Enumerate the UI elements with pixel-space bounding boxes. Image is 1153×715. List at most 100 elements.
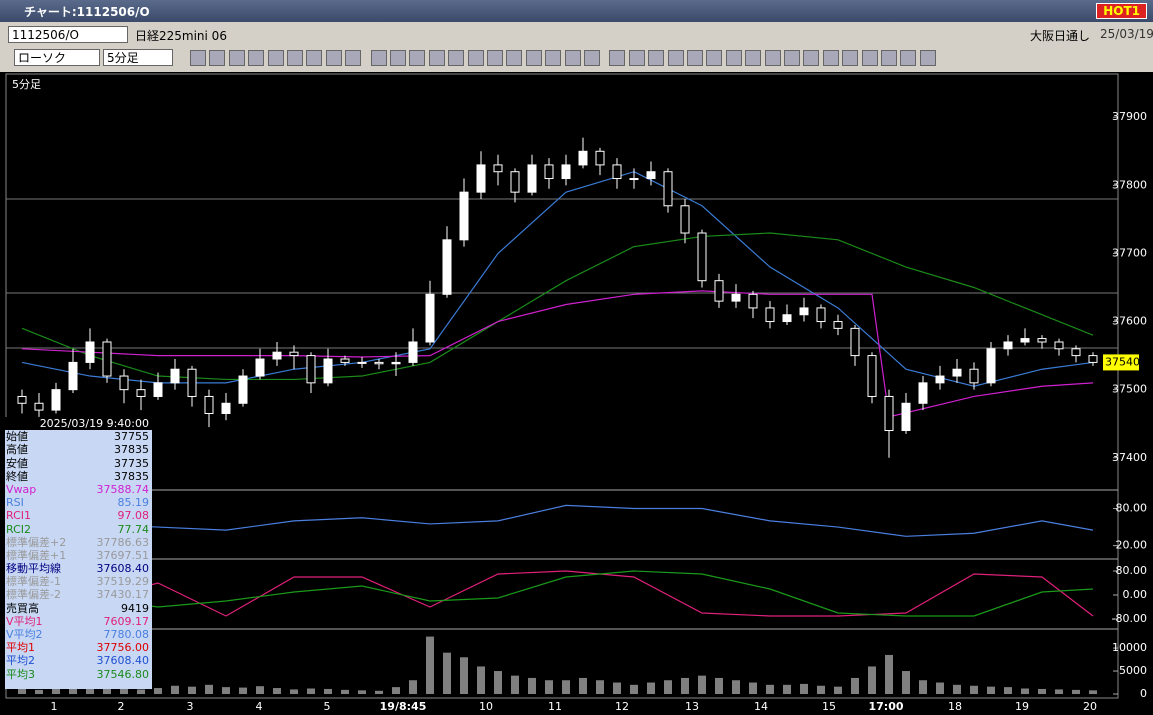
candle-body bbox=[1003, 341, 1013, 350]
interval-select[interactable]: 5分足 bbox=[103, 49, 173, 66]
tool-button[interactable] bbox=[803, 50, 820, 66]
tool-button[interactable] bbox=[881, 50, 897, 66]
candle-body bbox=[17, 395, 27, 404]
tool-button[interactable] bbox=[919, 50, 936, 66]
tool-button[interactable] bbox=[409, 50, 426, 66]
info-label: 平均3 bbox=[6, 667, 35, 681]
candle-body bbox=[1020, 338, 1030, 343]
candle-body bbox=[1088, 355, 1098, 363]
info-value: 9419 bbox=[121, 601, 149, 615]
candle-body bbox=[323, 358, 333, 384]
tool-button[interactable] bbox=[467, 50, 484, 66]
volume-bar bbox=[120, 688, 128, 695]
volume-bar bbox=[494, 671, 502, 695]
candle-body bbox=[969, 368, 979, 384]
tool-button[interactable] bbox=[428, 50, 445, 66]
tool-button[interactable] bbox=[370, 50, 387, 66]
volume-bar bbox=[528, 677, 536, 695]
volume-bar bbox=[681, 677, 689, 695]
candle-body bbox=[374, 361, 384, 365]
indicator-line bbox=[21, 570, 1094, 617]
volume-bar bbox=[52, 687, 60, 695]
tool-button[interactable] bbox=[842, 50, 859, 66]
tool-button[interactable] bbox=[609, 50, 626, 66]
symbol-input[interactable]: 1112506/O bbox=[8, 26, 128, 43]
tool-button[interactable] bbox=[900, 50, 917, 66]
volume-bar bbox=[885, 654, 893, 695]
volume-bar bbox=[817, 685, 825, 695]
tool-button[interactable] bbox=[448, 50, 465, 66]
tool-button[interactable] bbox=[861, 50, 878, 66]
tool-button[interactable] bbox=[345, 50, 362, 66]
tool-button[interactable] bbox=[525, 50, 542, 66]
volume-bar bbox=[239, 687, 247, 695]
info-row: 終値 37835 bbox=[5, 470, 152, 483]
tool-button[interactable] bbox=[267, 50, 284, 66]
tool-button[interactable] bbox=[784, 50, 800, 66]
tool-button[interactable] bbox=[628, 50, 645, 66]
candle-body bbox=[799, 307, 809, 316]
x-tick-label: 19 bbox=[1015, 700, 1029, 713]
tool-button[interactable] bbox=[306, 50, 323, 66]
tool-button[interactable] bbox=[725, 50, 742, 66]
chart-type-select[interactable]: ローソク bbox=[14, 49, 100, 66]
x-tick-label: 20 bbox=[1083, 700, 1097, 713]
info-row: 標準偏差-2 37430.17 bbox=[5, 588, 152, 601]
volume-bar bbox=[324, 688, 332, 695]
tool-button[interactable] bbox=[667, 50, 684, 66]
tool-button[interactable] bbox=[648, 50, 665, 66]
info-label: 始値 bbox=[6, 430, 28, 444]
candle-body bbox=[1071, 348, 1081, 357]
volume-bar bbox=[987, 686, 995, 695]
info-row: 始値 37755 bbox=[5, 430, 152, 443]
tool-button[interactable] bbox=[325, 50, 342, 66]
info-row: 標準偏差+1 37697.51 bbox=[5, 549, 152, 562]
tool-button[interactable] bbox=[764, 50, 781, 66]
candle-body bbox=[204, 395, 214, 414]
tool-button[interactable] bbox=[287, 50, 303, 66]
tool-button[interactable] bbox=[190, 50, 206, 66]
tool-button[interactable] bbox=[745, 50, 762, 66]
candle-body bbox=[731, 293, 741, 302]
candle-body bbox=[1037, 338, 1047, 343]
symbol-name: 日経225mini 06 bbox=[135, 29, 227, 43]
candle-body bbox=[119, 375, 129, 391]
y-tick-label: 37800 bbox=[1112, 178, 1147, 191]
candle-body bbox=[51, 389, 61, 411]
volume-bar bbox=[732, 680, 740, 695]
price-tag-label: 37540 bbox=[1105, 355, 1140, 368]
tool-button[interactable] bbox=[545, 50, 562, 66]
info-row: 移動平均線 37608.40 bbox=[5, 562, 152, 575]
tool-button[interactable] bbox=[506, 50, 523, 66]
volume-bar bbox=[698, 675, 706, 695]
panel-label: 5分足 bbox=[12, 78, 41, 91]
tool-button[interactable] bbox=[209, 50, 226, 66]
tool-button[interactable] bbox=[487, 50, 503, 66]
info-label: 標準偏差+2 bbox=[6, 535, 67, 549]
tool-button[interactable] bbox=[564, 50, 581, 66]
tool-button[interactable] bbox=[706, 50, 723, 66]
candle-body bbox=[459, 191, 469, 241]
tool-button[interactable] bbox=[390, 50, 406, 66]
tool-button[interactable] bbox=[584, 50, 600, 66]
info-label: 標準偏差+1 bbox=[6, 548, 67, 562]
chart-bg bbox=[0, 72, 1153, 715]
tool-button[interactable] bbox=[687, 50, 703, 66]
tool-button[interactable] bbox=[228, 50, 245, 66]
tool-button[interactable] bbox=[822, 50, 839, 66]
info-value: 37735 bbox=[114, 456, 149, 470]
y-tick-label: 0 bbox=[1140, 687, 1147, 700]
info-row: 標準偏差-1 37519.29 bbox=[5, 575, 152, 588]
volume-bar bbox=[290, 689, 298, 695]
info-row: RSI 85.19 bbox=[5, 496, 152, 509]
candle-body bbox=[527, 164, 537, 193]
volume-bar bbox=[1072, 689, 1080, 695]
info-row: 売買高 9419 bbox=[5, 602, 152, 615]
x-tick-label: 4 bbox=[256, 700, 263, 713]
candle-body bbox=[646, 171, 656, 180]
info-value: 37756.00 bbox=[96, 641, 150, 655]
tool-button[interactable] bbox=[248, 50, 265, 66]
hot-button[interactable]: HOT1 bbox=[1096, 3, 1147, 19]
info-value: 37588.74 bbox=[96, 482, 150, 496]
x-tick-label: 11 bbox=[548, 700, 562, 713]
